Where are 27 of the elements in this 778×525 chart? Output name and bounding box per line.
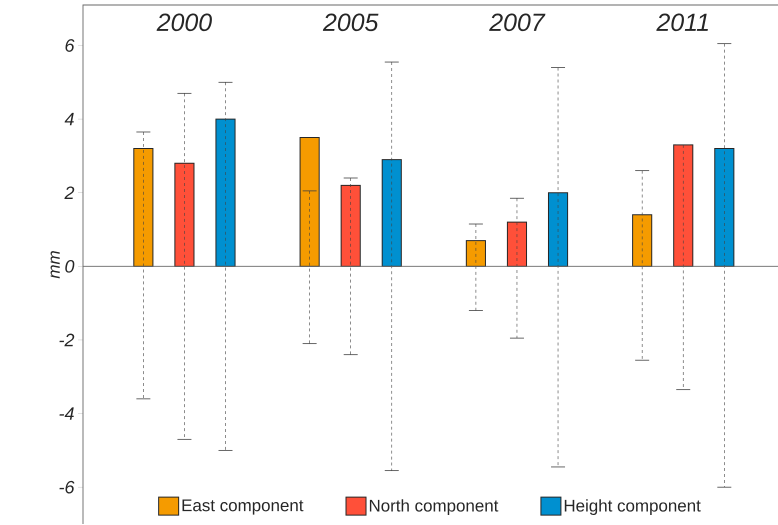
x-tick-label: 2000: [156, 14, 212, 32]
bar: [340, 184, 361, 267]
bar: [632, 214, 652, 267]
legend-label: Height component: [564, 499, 701, 515]
y-tick-label: -6: [59, 480, 74, 494]
y-tick-label: 2: [64, 186, 74, 199]
x-tick-label: 2011: [656, 14, 708, 32]
bar: [548, 192, 568, 267]
bar: [174, 162, 194, 267]
bar: [466, 240, 486, 267]
y-axis-title: mm: [50, 251, 60, 278]
y-tick-label: -2: [59, 334, 74, 346]
legend-label: North component: [370, 499, 498, 515]
bar: [300, 137, 320, 267]
x-tick-label: 2007: [489, 14, 546, 32]
bar: [506, 222, 528, 267]
bar: [714, 148, 734, 267]
bar: [673, 144, 694, 267]
bar: [382, 159, 402, 267]
bar: [215, 118, 236, 267]
bar: [133, 148, 154, 267]
y-tick-label: 0: [65, 260, 74, 273]
x-tick-label: 2005: [322, 14, 378, 32]
legend-label: East component: [182, 500, 304, 515]
y-tick-label: -4: [59, 407, 74, 420]
y-tick-label: 6: [66, 39, 74, 52]
y-tick-label: 4: [64, 112, 74, 126]
